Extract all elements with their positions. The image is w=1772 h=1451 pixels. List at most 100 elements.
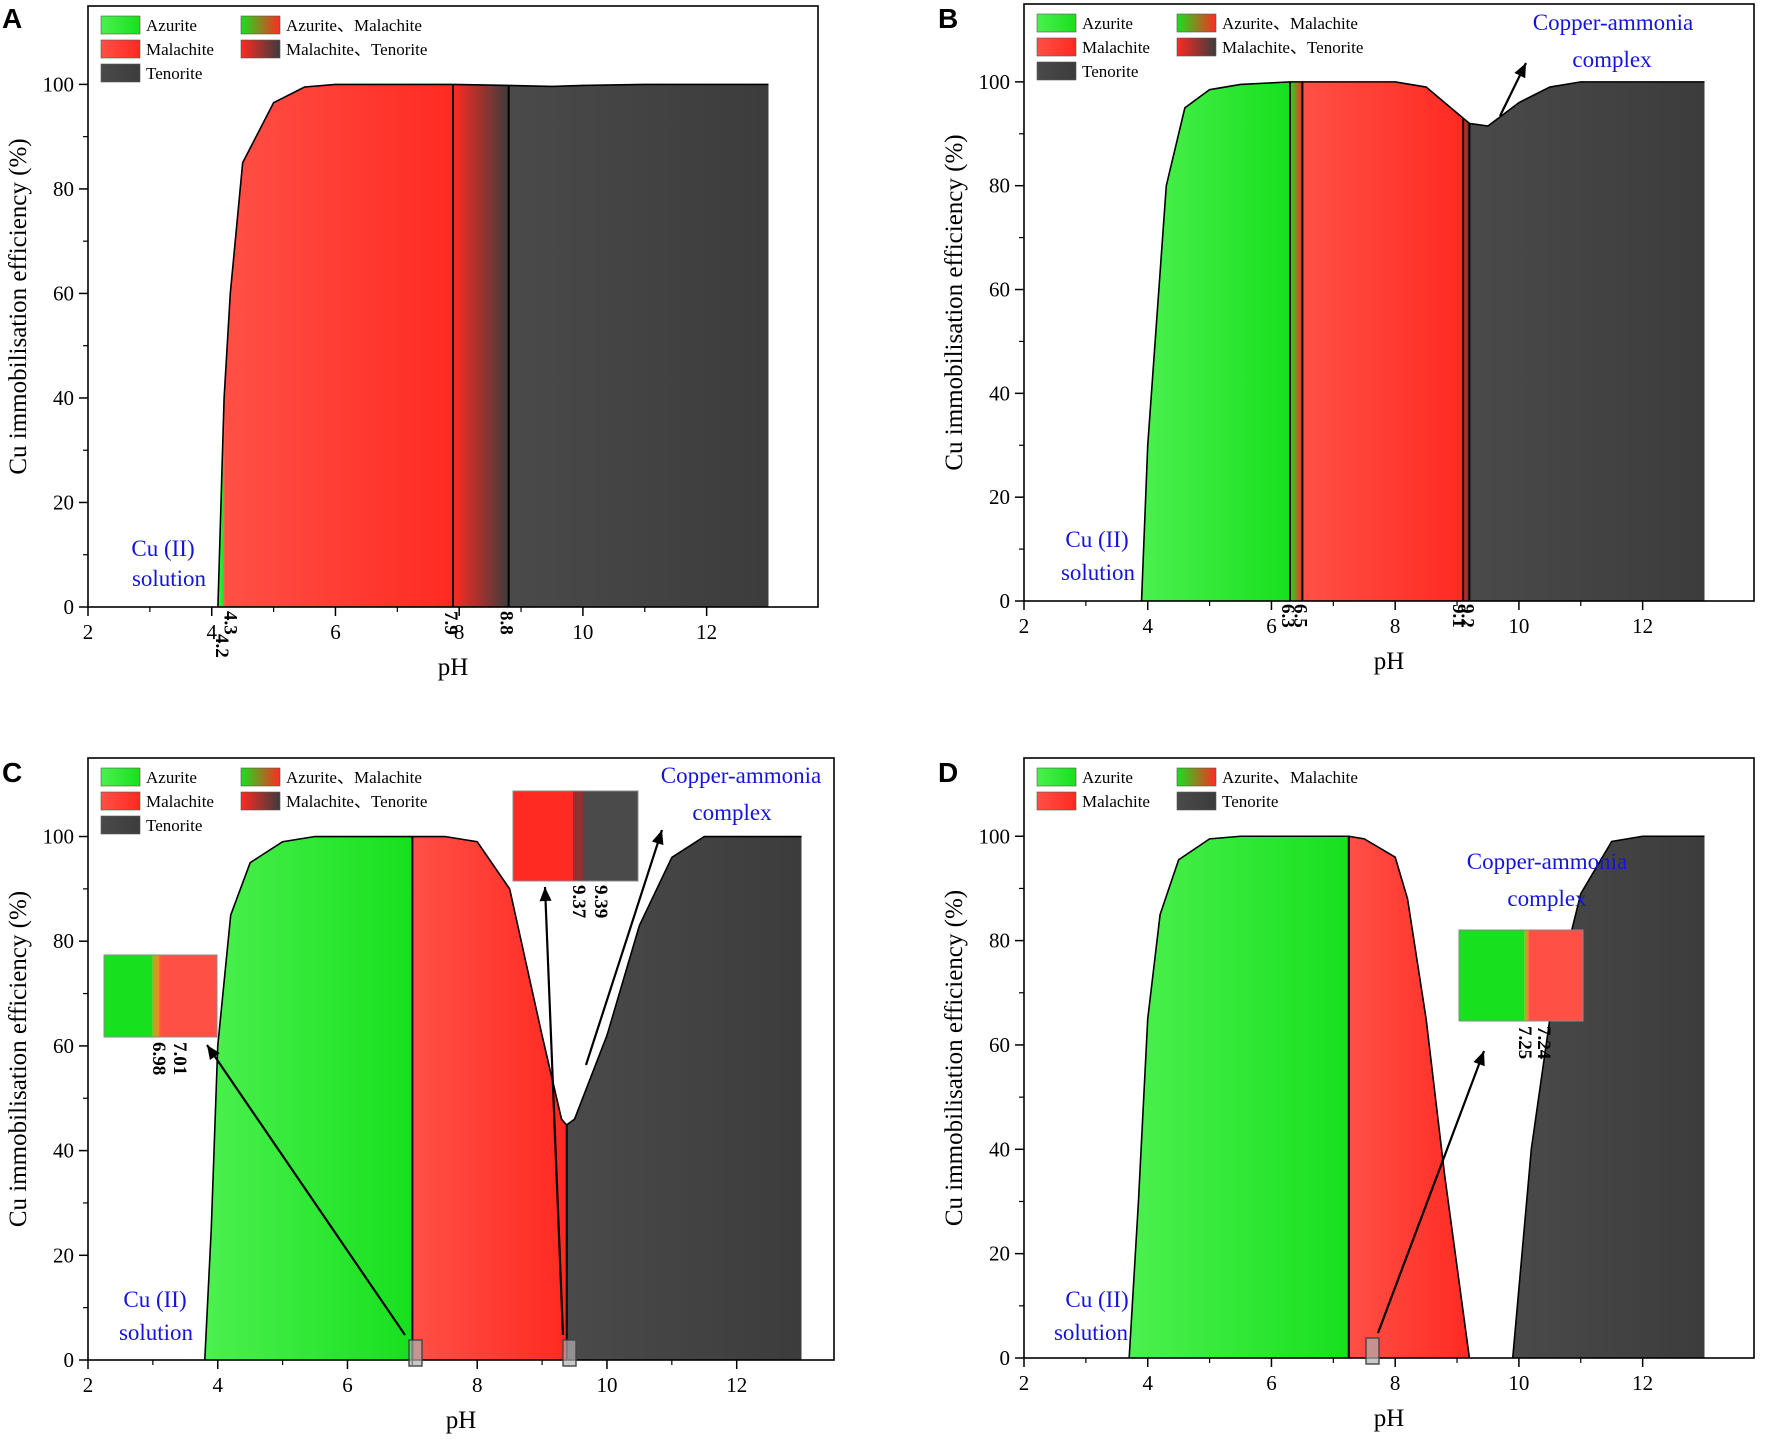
x-axis-label: pH [446, 1407, 477, 1434]
copper-ammonia-label: complex [692, 800, 772, 825]
boundary-label: 9.2 [1456, 604, 1477, 628]
x-axis-label: pH [438, 654, 469, 681]
arrow-head [651, 830, 664, 846]
cu-solution-label: solution [119, 1320, 194, 1345]
inset-band [104, 955, 153, 1037]
legend-label: Tenorite [146, 64, 202, 83]
x-tick-label: 10 [596, 1373, 617, 1397]
x-tick-label: 4 [212, 1373, 223, 1397]
zoom-marker [408, 1339, 423, 1367]
phase-region-malachite [1348, 836, 1470, 1358]
y-tick-label: 40 [989, 381, 1010, 405]
annotation-arrow [584, 829, 664, 1066]
legend-swatch [240, 39, 281, 59]
cu-solution-label: Cu (II) [1065, 527, 1128, 552]
legend-swatch [240, 791, 281, 811]
y-axis-label: Cu immobilisation efficiency (%) [941, 134, 968, 470]
y-tick-label: 20 [989, 1242, 1010, 1266]
inset-malachite-tenorite [512, 790, 639, 882]
x-tick-label: 6 [1266, 1371, 1277, 1395]
annotation-arrow [206, 1044, 406, 1336]
y-tick-label: 60 [53, 1034, 74, 1058]
boundary-label: 4.2 [211, 634, 232, 658]
arrow-head [539, 887, 552, 902]
x-tick-label: 4 [1142, 614, 1153, 638]
legend-label: Malachite [146, 40, 214, 59]
chart-panel-c: C 2 4 6 8 10 12 0 20 40 60 80 100 pH Cu immobilisation… [2, 757, 835, 1434]
copper-ammonia-label: complex [1507, 886, 1587, 911]
x-tick-label: 8 [472, 1373, 483, 1397]
y-tick-label: 20 [53, 1243, 74, 1267]
copper-ammonia-label: Copper-ammonia [1467, 849, 1628, 874]
copper-ammonia-label: Copper-ammonia [661, 763, 822, 788]
efficiency-curve [1128, 835, 1471, 1359]
y-tick-label: 0 [1000, 589, 1011, 613]
x-tick-label: 6 [1266, 614, 1277, 638]
legend-swatch [100, 815, 141, 835]
x-tick-label: 6 [330, 620, 341, 644]
legend-swatch [100, 767, 141, 787]
legend-swatch [1036, 37, 1077, 57]
phase-region-malachite-tenorite [453, 84, 509, 607]
arrow-head [207, 1045, 220, 1060]
inset-label: 7.01 [169, 1042, 190, 1075]
x-tick-label: 2 [83, 1373, 94, 1397]
legend-label: Malachite [146, 792, 214, 811]
phase-regions [204, 836, 802, 1360]
legend-label: Malachite、Tenorite [286, 40, 427, 59]
legend-swatch [1036, 13, 1077, 33]
legend-label: Malachite、Tenorite [1222, 38, 1363, 57]
x-tick-label: 12 [1632, 614, 1653, 638]
y-tick-label: 20 [53, 490, 74, 514]
y-tick-label: 60 [989, 1033, 1010, 1057]
x-tick-label: 4 [1142, 1371, 1153, 1395]
panel-letter: A [2, 3, 22, 34]
legend-swatch [1176, 767, 1217, 787]
inset-band [1459, 930, 1525, 1021]
zoom-marker [562, 1339, 577, 1367]
efficiency-curve [217, 83, 769, 608]
inset-band [160, 955, 217, 1037]
x-tick-label: 4 [206, 620, 217, 644]
y-tick-label: 60 [989, 278, 1010, 302]
panel-letter: C [2, 757, 22, 788]
legend-label: Malachite、Tenorite [286, 792, 427, 811]
phase-regions [217, 84, 769, 607]
inset-azurite-malachite [1458, 929, 1584, 1022]
copper-ammonia-label: Copper-ammonia [1533, 10, 1694, 35]
y-tick-label: 80 [989, 929, 1010, 953]
panel-letter: D [938, 757, 958, 788]
legend-swatch [1036, 791, 1077, 811]
phase-region-malachite [224, 84, 453, 607]
legend-label: Azurite [146, 16, 197, 35]
chart-panel-b: B 2 4 6 8 10 12 0 20 40 60 80 100 pH Cu immobilisation… [938, 3, 1755, 675]
copper-ammonia-label: complex [1572, 47, 1652, 72]
x-tick-label: 2 [1019, 1371, 1030, 1395]
phase-region-azurite [1141, 81, 1291, 601]
chart-panel-d: D 2 4 6 8 10 12 0 20 40 60 80 100 pH Cu immobilisation… [938, 757, 1755, 1432]
x-tick-label: 8 [454, 620, 465, 644]
arrow-head [1473, 1051, 1485, 1067]
y-tick-label: 100 [979, 70, 1011, 94]
annotation-arrow [543, 886, 565, 1336]
legend-swatch [1036, 767, 1077, 787]
phase-regions [1141, 81, 1705, 601]
inset-frame [1458, 929, 1584, 1022]
legend-swatch [1036, 61, 1077, 81]
inset-label: 9.39 [590, 885, 611, 918]
chart-panel-a: A 2 4 6 8 10 12 0 20 40 60 80 100 pH Cu immobilisation… [2, 3, 819, 681]
y-tick-label: 80 [989, 174, 1010, 198]
y-tick-label: 100 [43, 72, 75, 96]
inset-band [583, 791, 638, 881]
efficiency-curve [203, 835, 802, 1361]
phase-regions [1129, 836, 1705, 1358]
legend-swatch [100, 791, 141, 811]
phase-region-azurite [204, 836, 412, 1360]
legend-label: Malachite [1082, 38, 1150, 57]
legend-swatch [1176, 791, 1217, 811]
x-tick-label: 10 [1508, 1371, 1529, 1395]
legend: Azurite Malachite Tenorite Azurite、Malachit… [1036, 13, 1363, 81]
y-tick-label: 40 [53, 1139, 74, 1163]
y-tick-label: 0 [64, 1348, 75, 1372]
